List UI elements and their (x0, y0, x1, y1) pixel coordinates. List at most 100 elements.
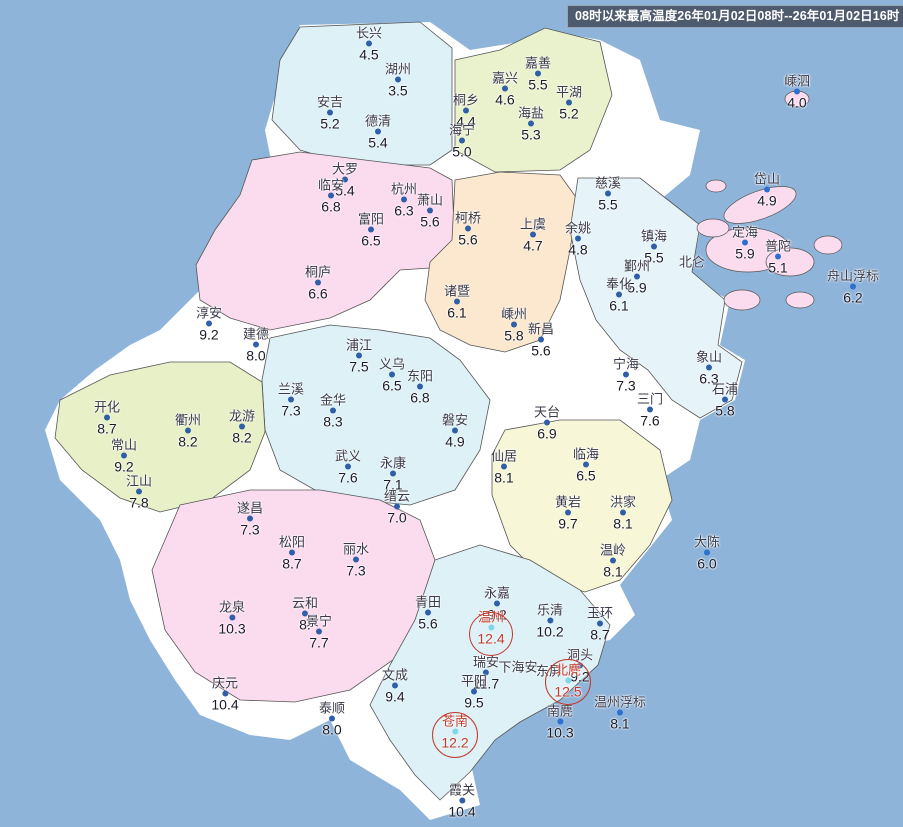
station-name: 庆元 (211, 675, 238, 691)
station-嘉善[interactable]: 嘉善 5.5 (525, 57, 551, 92)
station-浦江[interactable]: 浦江 7.5 (346, 339, 372, 374)
station-value: 10.3 (218, 620, 246, 637)
station-富阳[interactable]: 富阳 6.5 (358, 213, 384, 248)
station-象山[interactable]: 象山 6.3 (696, 351, 722, 386)
station-北仑[interactable]: 北仑 (679, 256, 705, 269)
station-桐乡[interactable]: 桐乡 4.4 (453, 94, 479, 129)
station-金华[interactable]: 金华 8.3 (320, 394, 346, 429)
station-name: 奉化 (605, 276, 633, 292)
station-dot-icon (288, 549, 295, 556)
station-温州浮标[interactable]: 温州浮标 8.1 (594, 696, 646, 731)
station-value: 7.8 (129, 494, 149, 511)
station-缙云[interactable]: 缙云 7.0 (384, 490, 410, 525)
station-湖州[interactable]: 湖州 3.5 (385, 63, 411, 98)
station-上虞[interactable]: 上虞 4.7 (520, 218, 546, 253)
station-临海[interactable]: 临海 6.5 (573, 448, 599, 483)
station-dot-icon (510, 321, 517, 328)
station-淳安[interactable]: 淳安 9.2 (196, 307, 222, 342)
station-普陀[interactable]: 普陀 5.1 (765, 240, 791, 275)
station-余姚[interactable]: 余姚 4.8 (565, 222, 591, 257)
station-建德[interactable]: 建德 8.0 (243, 328, 269, 363)
station-岱山[interactable]: 岱山 4.9 (754, 173, 780, 208)
station-嵊州[interactable]: 嵊州 5.8 (501, 308, 527, 343)
station-仙居[interactable]: 仙居 8.1 (491, 450, 517, 485)
station-松阳[interactable]: 松阳 8.7 (279, 536, 305, 571)
station-云和[interactable]: 云和 8. (292, 597, 318, 632)
station-景宁[interactable]: 景宁 7.7 (306, 615, 332, 650)
station-开化[interactable]: 开化 8.7 (94, 401, 120, 436)
station-江山[interactable]: 江山 7.8 (126, 475, 152, 510)
station-嘉兴[interactable]: 嘉兴 4.6 (492, 72, 518, 107)
station-dot-icon (464, 225, 471, 232)
station-萧山[interactable]: 萧山 5.6 (417, 194, 443, 229)
station-丽水[interactable]: 丽水 7.3 (343, 543, 369, 578)
station-遂昌[interactable]: 遂昌 7.3 (237, 502, 263, 537)
station-庆元[interactable]: 庆元 10.4 (211, 677, 238, 712)
station-dot-icon (609, 557, 616, 564)
station-dot-icon (344, 463, 351, 470)
station-德清[interactable]: 德清 5.4 (365, 115, 391, 150)
station-镇海[interactable]: 镇海 5.5 (641, 230, 667, 265)
station-石浦[interactable]: 石浦 5.8 (712, 383, 738, 418)
station-平湖[interactable]: 平湖 5.2 (556, 86, 582, 121)
station-青田[interactable]: 青田 5.6 (415, 596, 441, 631)
station-东阳[interactable]: 东阳 6.8 (407, 370, 433, 405)
station-鄞州[interactable]: 鄞州 5.9 (624, 260, 650, 295)
station-name: 金华 (319, 392, 347, 408)
station-洪家[interactable]: 洪家 8.1 (610, 496, 636, 531)
station-三门[interactable]: 三门 7.6 (637, 393, 663, 428)
station-name: 诸暨 (443, 283, 471, 299)
station-平阳[interactable]: 平阳 9.5 (461, 675, 487, 710)
station-天台[interactable]: 天台 6.9 (534, 406, 560, 441)
station-温岭[interactable]: 温岭 8.1 (600, 544, 626, 579)
station-龙泉[interactable]: 龙泉 10.3 (218, 601, 245, 636)
station-dot-icon (400, 196, 407, 203)
station-海宁[interactable]: 海宁 5.0 (449, 124, 475, 159)
station-dot-icon (135, 488, 142, 495)
station-龙游[interactable]: 龙游 8.2 (229, 410, 255, 445)
station-永康[interactable]: 永康 7.1 (380, 457, 406, 492)
station-磐安[interactable]: 磐安 4.9 (442, 414, 468, 449)
station-南麂[interactable]: 南麂 10.3 (546, 705, 573, 740)
station-舟山浮标[interactable]: 舟山浮标 6.2 (827, 270, 879, 305)
station-下海安[interactable]: 下海安 (498, 661, 537, 674)
station-奉化[interactable]: 奉化 6.1 (606, 278, 632, 313)
station-瑞安[interactable]: 瑞安 11.7 (473, 656, 499, 691)
苍南-高温圈 (432, 712, 478, 758)
station-黄岩[interactable]: 黄岩 9.7 (555, 496, 581, 531)
station-长兴[interactable]: 长兴 4.5 (356, 27, 382, 62)
station-新昌[interactable]: 新昌 5.6 (528, 323, 554, 358)
station-dot-icon (543, 419, 550, 426)
station-value: 7.3 (616, 377, 636, 394)
station-安吉[interactable]: 安吉 5.2 (317, 96, 343, 131)
station-value: 5.6 (531, 342, 551, 359)
station-衢州[interactable]: 衢州 8.2 (175, 414, 201, 449)
station-大陈[interactable]: 大陈 6.0 (694, 536, 720, 571)
station-临安[interactable]: 临安 6.8 (318, 179, 344, 214)
station-value: 5.5 (644, 249, 664, 266)
station-兰溪[interactable]: 兰溪 7.3 (278, 383, 304, 418)
station-义乌[interactable]: 义乌 6.5 (379, 358, 405, 393)
station-海盐[interactable]: 海盐 5.3 (518, 107, 544, 142)
station-dot-icon (394, 76, 401, 83)
station-嵊泗[interactable]: 嵊泗 4.0 (784, 75, 810, 110)
station-乐清[interactable]: 乐清 10.2 (536, 604, 563, 639)
station-柯桥[interactable]: 柯桥 5.6 (455, 212, 481, 247)
station-武义[interactable]: 武义 7.6 (335, 450, 361, 485)
station-慈溪[interactable]: 慈溪 5.5 (595, 177, 621, 212)
station-玉环[interactable]: 玉环 8.7 (587, 607, 613, 642)
station-霞关[interactable]: 霞关 10.4 (448, 784, 475, 819)
station-name: 云和 (291, 595, 319, 611)
station-文成[interactable]: 文成 9.4 (382, 669, 408, 704)
station-常山[interactable]: 常山 9.2 (111, 439, 137, 474)
station-value: 4.5 (359, 46, 379, 63)
station-dot-icon (326, 109, 333, 116)
station-泰顺[interactable]: 泰顺 8.0 (319, 702, 345, 737)
station-桐庐[interactable]: 桐庐 6.6 (305, 266, 331, 301)
station-定海[interactable]: 定海 5.9 (732, 226, 758, 261)
station-value: 6.5 (576, 467, 596, 484)
station-杭州[interactable]: 杭州 6.3 (391, 183, 417, 218)
station-宁海[interactable]: 宁海 7.3 (613, 358, 639, 393)
station-大罗[interactable]: 大罗 5.4 (332, 163, 358, 198)
station-诸暨[interactable]: 诸暨 6.1 (444, 285, 470, 320)
